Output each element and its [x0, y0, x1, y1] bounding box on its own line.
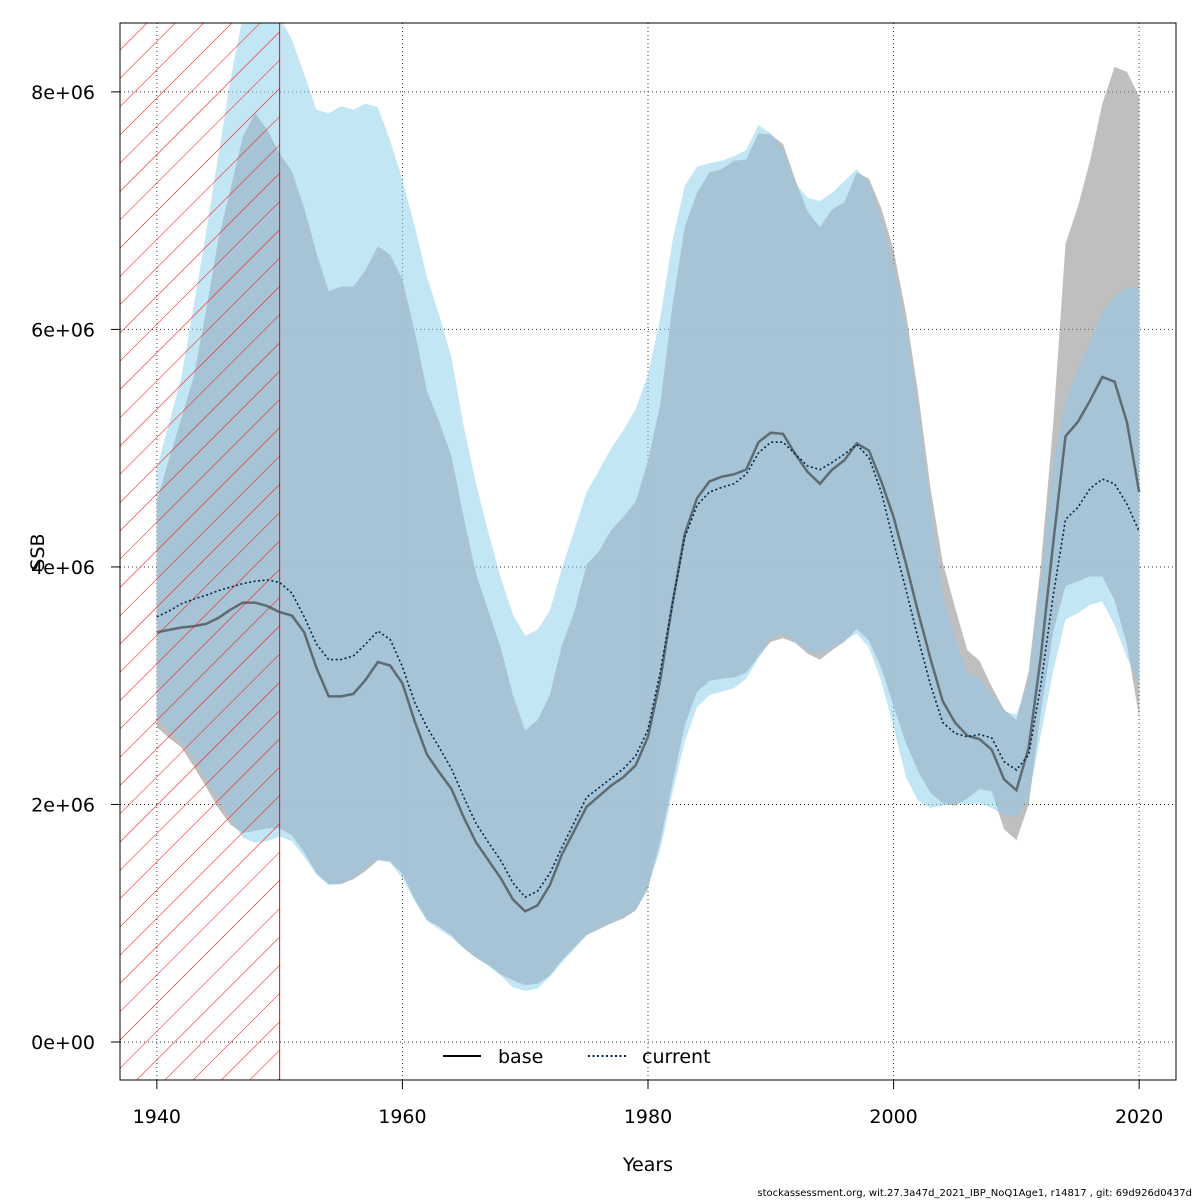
legend-base-label: base — [498, 1046, 543, 1068]
y-axis-label: SSB — [27, 533, 49, 570]
y-tick-label: 8e+06 — [31, 82, 95, 104]
x-axis: 1940 1960 1980 2000 2020 — [133, 1080, 1163, 1128]
plot-area — [120, 23, 1141, 1080]
base-series-line — [156, 375, 1141, 913]
legend: base current — [443, 1046, 711, 1068]
y-tick-label: 4e+06 — [31, 557, 95, 579]
x-tick-label: 2020 — [1115, 1106, 1163, 1128]
y-tick-label: 6e+06 — [31, 319, 95, 341]
y-tick-label: 2e+06 — [31, 794, 95, 816]
hatched-region — [120, 23, 281, 1080]
x-tick-label: 2000 — [869, 1106, 917, 1128]
band-overlap — [156, 113, 1140, 986]
y-axis: 0e+00 2e+06 4e+06 6e+06 8e+06 — [31, 82, 120, 1054]
current-series-line — [156, 441, 1140, 899]
footer-credit: stockassessment.org, wit.27.3a47d_2021_I… — [757, 1188, 1192, 1199]
legend-current-label: current — [642, 1046, 711, 1068]
x-axis-label: Years — [622, 1154, 673, 1176]
x-tick-label: 1960 — [378, 1106, 426, 1128]
x-tick-label: 1940 — [133, 1106, 181, 1128]
x-tick-label: 1980 — [624, 1106, 672, 1128]
y-tick-label: 0e+00 — [31, 1032, 95, 1054]
